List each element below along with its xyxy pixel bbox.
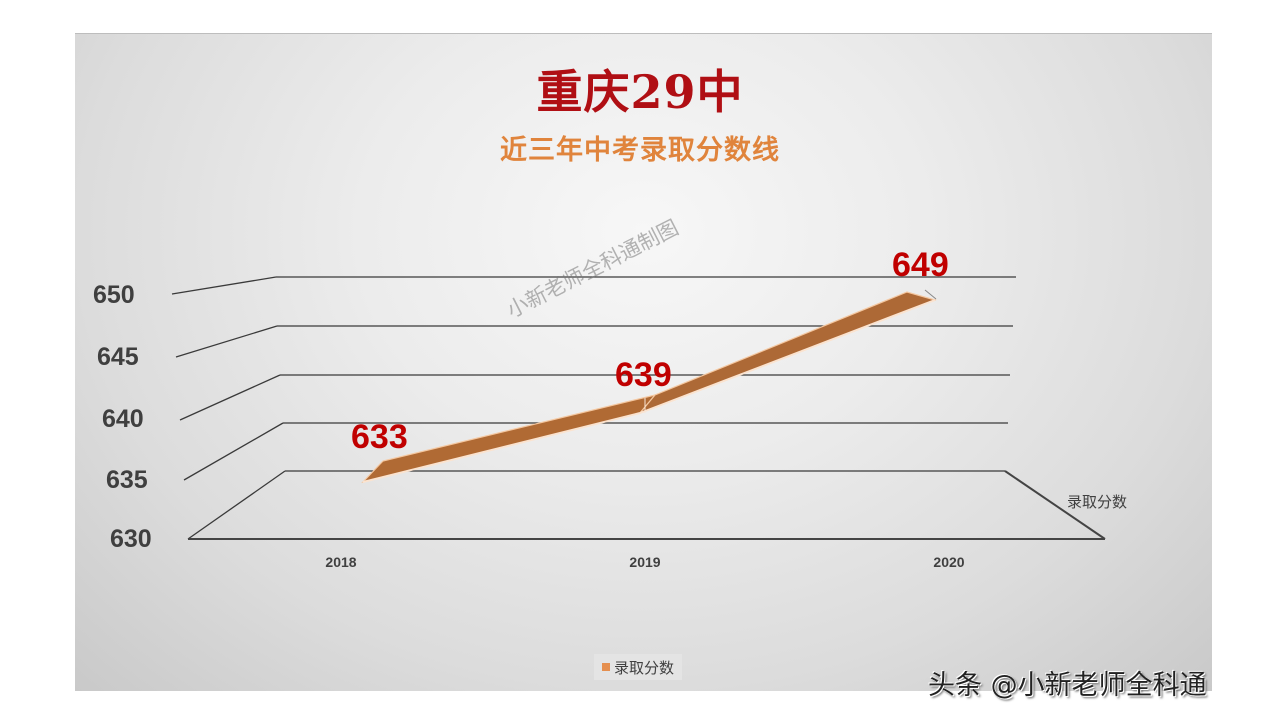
legend-swatch-icon	[602, 663, 610, 671]
y-tick-630: 630	[110, 525, 152, 553]
chart-area	[75, 33, 1212, 691]
series-axis-label: 录取分数	[1067, 493, 1128, 511]
legend: 录取分数	[594, 654, 683, 680]
chart-subtitle: 近三年中考录取分数线	[500, 135, 780, 166]
data-label-2018: 633	[351, 418, 408, 456]
series-ribbon-line	[361, 289, 937, 484]
floor	[188, 470, 1106, 540]
x-tick-2019: 2019	[629, 554, 661, 570]
x-tick-2020: 2020	[933, 554, 965, 570]
footer-credit: 头条 @小新老师全科通	[928, 670, 1207, 701]
y-tick-645: 645	[97, 343, 139, 371]
legend-label: 录取分数	[614, 658, 675, 677]
data-label-2019: 639	[615, 356, 672, 394]
data-label-2020: 649	[892, 246, 949, 284]
y-tick-635: 635	[106, 466, 148, 494]
chart-title: 重庆29中	[536, 65, 744, 119]
y-tick-640: 640	[102, 405, 144, 433]
y-tick-650: 650	[93, 281, 135, 309]
x-tick-2018: 2018	[325, 554, 357, 570]
